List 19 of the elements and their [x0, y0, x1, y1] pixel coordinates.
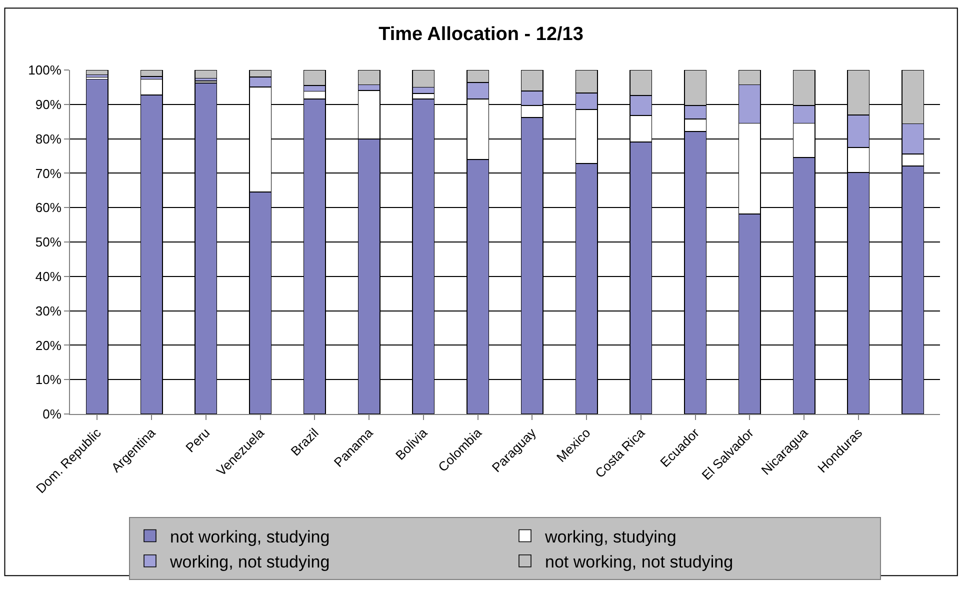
- bar: [86, 70, 108, 76]
- y-tick-label: 40%: [35, 268, 62, 284]
- y-tick-label: 0%: [42, 406, 62, 422]
- y-tick-label: 60%: [35, 200, 62, 216]
- legend-label: not working, studying: [170, 527, 330, 546]
- legend-label: working, studying: [544, 527, 676, 546]
- y-tick-label: 30%: [35, 303, 62, 318]
- bar: [140, 70, 163, 77]
- bar: [194, 70, 218, 79]
- y-tick-label: 90%: [35, 96, 62, 112]
- y-tick-label: 20%: [35, 338, 62, 353]
- y-tick-label: 50%: [35, 234, 62, 250]
- legend-label: not working, not studying: [545, 552, 734, 572]
- legend-label: working, not studying: [169, 552, 330, 572]
- y-tick-label: 10%: [35, 372, 62, 388]
- chart-title: Time Allocation - 12/13: [378, 24, 584, 45]
- y-tick-label: 70%: [35, 166, 62, 181]
- y-tick-label: 100%: [28, 62, 62, 78]
- y-tick-label: 80%: [35, 131, 62, 146]
